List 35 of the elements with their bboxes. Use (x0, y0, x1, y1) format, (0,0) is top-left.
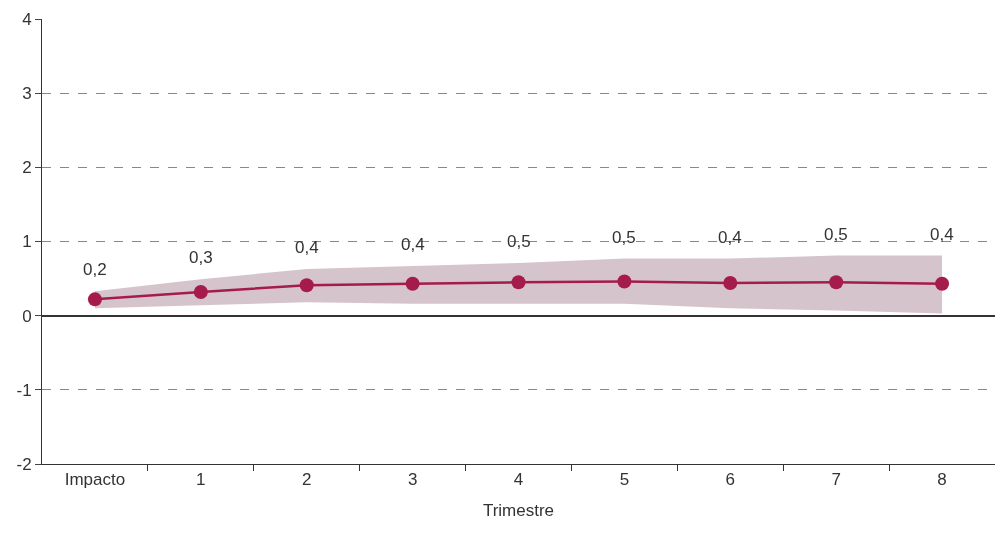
data-label: 0,4 (401, 235, 425, 254)
x-tick-label: 6 (725, 470, 736, 490)
x-tick-label: 3 (407, 470, 418, 490)
point (511, 275, 526, 290)
point (935, 276, 950, 291)
y-tick-label: 2 (22, 158, 32, 178)
point (87, 292, 102, 307)
point (723, 276, 738, 291)
x-tick-label: 1 (196, 470, 206, 490)
data-label: 0,5 (507, 232, 531, 251)
x-axis-title: Trimestre (482, 500, 555, 520)
y-tick-label: 0 (22, 306, 32, 326)
point (617, 274, 632, 289)
point (193, 284, 208, 299)
data-label: 0,4 (718, 228, 742, 247)
x-tick-label: 7 (831, 470, 841, 490)
x-tick-label: 2 (301, 470, 312, 490)
data-label: 0,5 (824, 225, 848, 244)
data-label: 0,2 (83, 260, 107, 279)
y-tick-label: 3 (22, 84, 32, 104)
point (829, 275, 844, 290)
y-tick-label: -2 (16, 454, 32, 474)
x-tick-label: 5 (619, 470, 630, 490)
point (299, 278, 314, 293)
y-tick-label: 4 (22, 9, 32, 29)
data-label: 0,5 (612, 228, 636, 247)
data-label: 0,4 (295, 238, 319, 257)
y-tick-label: 1 (22, 232, 32, 252)
data-label: 0,4 (930, 225, 954, 244)
y-tick-label: -1 (16, 380, 32, 400)
x-tick-label: 4 (513, 470, 524, 490)
x-tick-label: 8 (937, 470, 947, 490)
x-tick-label: Impacto (64, 470, 126, 490)
point (405, 276, 420, 291)
data-label: 0,3 (189, 248, 213, 267)
